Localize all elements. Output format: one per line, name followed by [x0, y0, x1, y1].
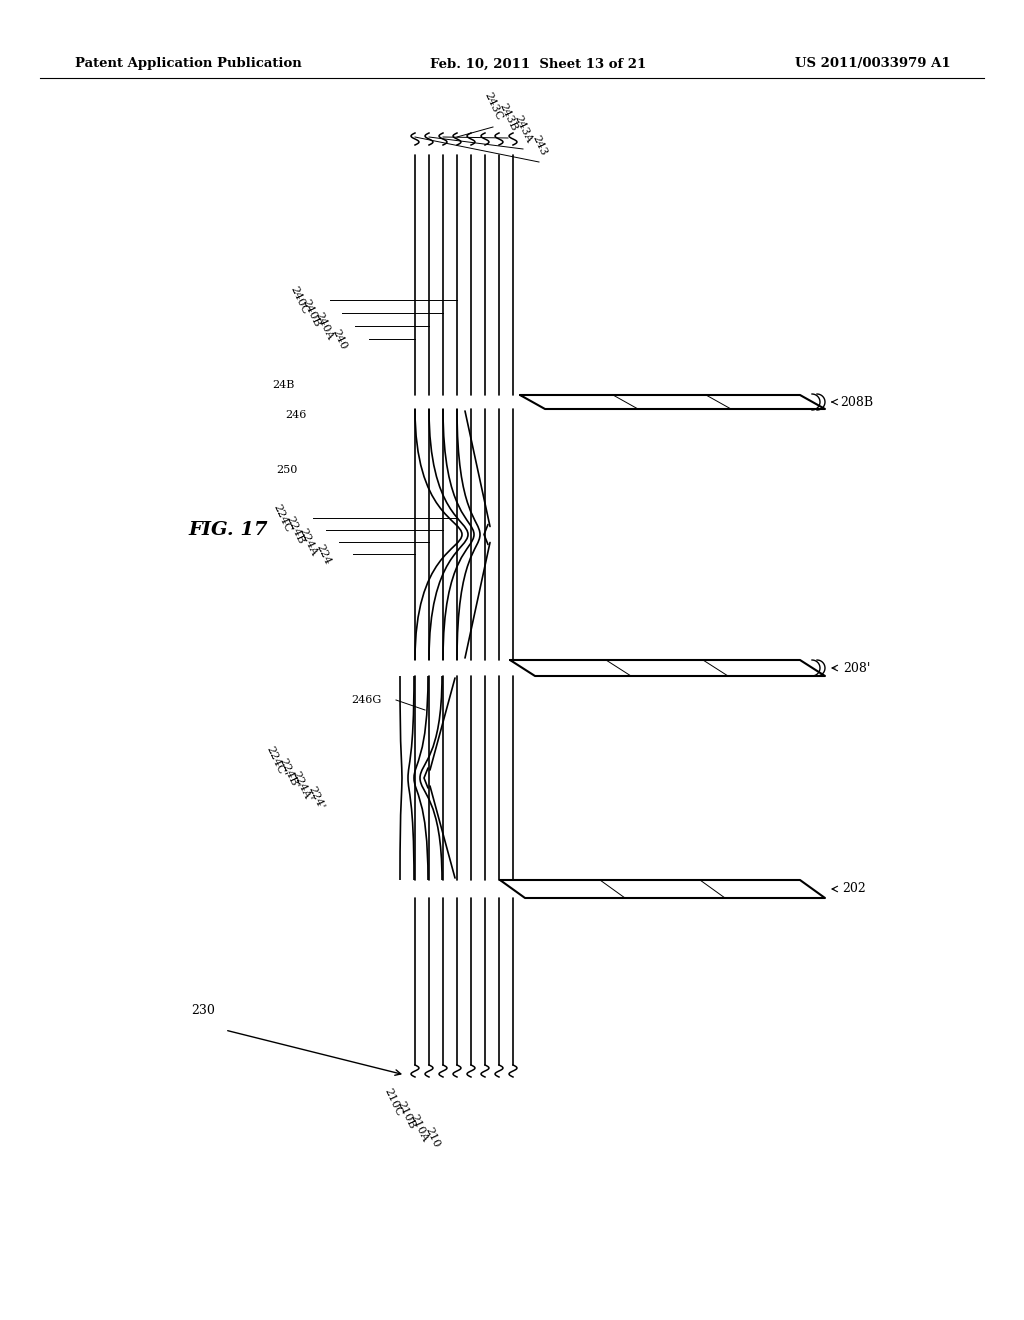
Text: 210B: 210B: [395, 1100, 417, 1131]
Text: FIG. 17: FIG. 17: [188, 521, 267, 539]
Text: 224': 224': [306, 785, 326, 812]
Text: US 2011/0033979 A1: US 2011/0033979 A1: [795, 58, 950, 70]
Text: 210A: 210A: [409, 1113, 430, 1144]
Text: 202: 202: [842, 883, 865, 895]
Text: 224A: 224A: [298, 527, 319, 557]
Text: 243: 243: [530, 133, 548, 157]
Text: 210: 210: [423, 1126, 441, 1150]
Text: 250: 250: [276, 465, 298, 475]
Text: 224C: 224C: [271, 503, 293, 533]
Text: 246G: 246G: [351, 696, 381, 705]
Text: 243A: 243A: [512, 114, 534, 144]
Text: Patent Application Publication: Patent Application Publication: [75, 58, 302, 70]
Text: 246: 246: [286, 411, 307, 420]
Text: 224C': 224C': [264, 744, 287, 779]
Text: 240C: 240C: [289, 284, 310, 315]
Text: 240A: 240A: [313, 310, 335, 342]
Text: 230: 230: [191, 1003, 215, 1016]
Text: 243C: 243C: [482, 91, 504, 121]
Text: 224A': 224A': [290, 770, 313, 803]
Text: 224B: 224B: [285, 515, 306, 545]
Text: 240: 240: [331, 327, 349, 351]
Text: 208': 208': [843, 661, 870, 675]
Text: 208B: 208B: [840, 396, 873, 408]
Text: Feb. 10, 2011  Sheet 13 of 21: Feb. 10, 2011 Sheet 13 of 21: [430, 58, 646, 70]
Text: 243B: 243B: [498, 102, 519, 133]
Text: 224B': 224B': [278, 758, 300, 791]
Text: 224: 224: [315, 543, 333, 566]
Text: 210C: 210C: [382, 1086, 403, 1118]
Text: 24B: 24B: [272, 380, 295, 389]
Text: 240B: 240B: [300, 297, 322, 329]
